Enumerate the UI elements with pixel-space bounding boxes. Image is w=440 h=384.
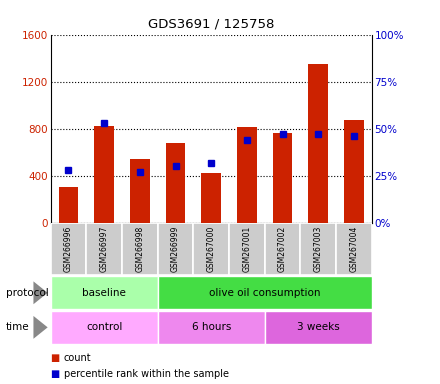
Bar bbox=[166, 143, 185, 223]
Polygon shape bbox=[33, 316, 48, 339]
Text: GSM266999: GSM266999 bbox=[171, 225, 180, 272]
Text: control: control bbox=[86, 322, 122, 333]
Bar bbox=[51, 223, 86, 275]
Text: count: count bbox=[64, 353, 92, 363]
Bar bbox=[237, 127, 257, 223]
Bar bbox=[158, 311, 265, 344]
Text: GSM267000: GSM267000 bbox=[207, 225, 216, 272]
Bar bbox=[308, 64, 328, 223]
Polygon shape bbox=[33, 281, 48, 304]
Text: olive oil consumption: olive oil consumption bbox=[209, 288, 320, 298]
Bar bbox=[273, 133, 293, 223]
Text: ■: ■ bbox=[51, 353, 60, 363]
Text: GSM267004: GSM267004 bbox=[349, 225, 359, 272]
Text: GSM267003: GSM267003 bbox=[314, 225, 323, 272]
Text: GDS3691 / 125758: GDS3691 / 125758 bbox=[148, 17, 275, 30]
Bar bbox=[130, 159, 150, 223]
Bar bbox=[86, 223, 122, 275]
Bar bbox=[301, 223, 336, 275]
Bar bbox=[265, 223, 301, 275]
Bar bbox=[336, 223, 372, 275]
Bar bbox=[265, 311, 372, 344]
Text: baseline: baseline bbox=[82, 288, 126, 298]
Text: GSM267002: GSM267002 bbox=[278, 225, 287, 272]
Text: GSM266996: GSM266996 bbox=[64, 225, 73, 272]
Bar bbox=[158, 223, 193, 275]
Bar bbox=[229, 223, 265, 275]
Text: 3 weeks: 3 weeks bbox=[297, 322, 340, 333]
Bar bbox=[202, 173, 221, 223]
Text: protocol: protocol bbox=[6, 288, 48, 298]
Text: GSM267001: GSM267001 bbox=[242, 225, 251, 272]
Text: time: time bbox=[6, 322, 29, 333]
Text: percentile rank within the sample: percentile rank within the sample bbox=[64, 369, 229, 379]
Bar bbox=[51, 311, 158, 344]
Bar bbox=[193, 223, 229, 275]
Text: ■: ■ bbox=[51, 369, 60, 379]
Text: 6 hours: 6 hours bbox=[191, 322, 231, 333]
Bar bbox=[51, 276, 158, 309]
Bar bbox=[158, 276, 372, 309]
Bar bbox=[59, 187, 78, 223]
Text: GSM266997: GSM266997 bbox=[99, 225, 109, 272]
Bar bbox=[344, 121, 364, 223]
Text: GSM266998: GSM266998 bbox=[136, 225, 144, 272]
Bar bbox=[122, 223, 158, 275]
Bar bbox=[94, 126, 114, 223]
